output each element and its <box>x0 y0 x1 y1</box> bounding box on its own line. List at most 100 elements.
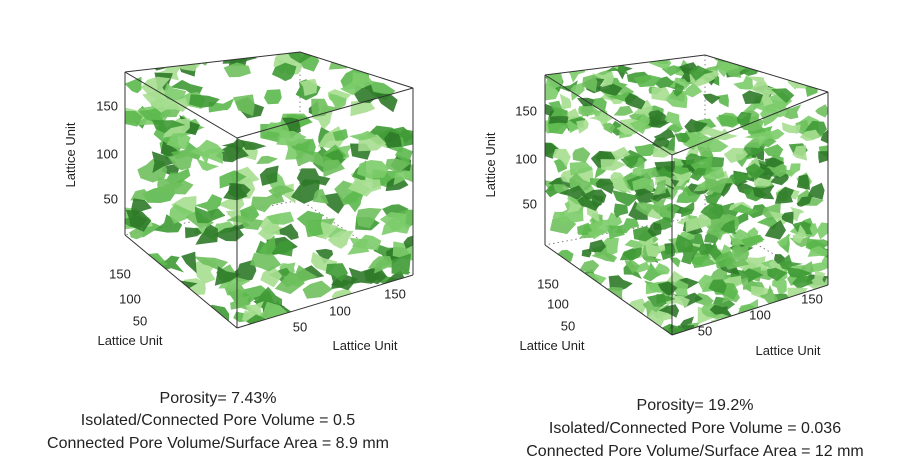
pore-blob <box>638 309 664 328</box>
pore-blob <box>226 215 264 230</box>
pore-blob <box>172 307 194 320</box>
y-tick-label: 100 <box>749 307 771 322</box>
pore-blob <box>233 94 255 116</box>
pore-blob <box>633 74 662 88</box>
pore-blob <box>552 148 571 168</box>
pore-blob <box>276 130 307 146</box>
pore-blob <box>151 151 177 173</box>
pore-blob <box>820 315 828 332</box>
pore-blob <box>753 88 774 107</box>
pore-blob <box>315 248 334 264</box>
pore-blob <box>642 262 667 282</box>
pore-blob <box>312 189 329 204</box>
pore-blob <box>612 190 640 207</box>
panel: 150 100 50 150 100 50 50 100 150 Lattice Unit Latt… <box>483 54 864 460</box>
pore-blob <box>169 203 194 224</box>
pore-blob <box>396 318 413 328</box>
pore-blob <box>688 65 714 81</box>
pore-blob <box>759 284 779 306</box>
pore-blob <box>569 161 594 176</box>
pore-blob <box>364 265 388 285</box>
pore-blob <box>744 131 773 147</box>
cube-edge <box>124 71 238 139</box>
pore-blob <box>684 82 703 98</box>
pore-blob <box>767 267 788 282</box>
pore-blob <box>803 55 827 71</box>
pore-blob <box>194 206 226 224</box>
pore-blob <box>381 215 411 236</box>
pore-blob <box>706 225 728 241</box>
pore-blob <box>321 52 348 59</box>
pore-blob <box>676 185 701 204</box>
pore-blob <box>808 55 827 68</box>
pore-blob <box>743 137 761 149</box>
z-tick-label: 150 <box>515 103 537 118</box>
pore-blob <box>163 83 187 102</box>
pore-blob <box>723 147 749 164</box>
pore-blob <box>633 99 653 116</box>
pore-blob <box>223 62 251 78</box>
pore-blob <box>311 98 342 117</box>
pore-blob <box>789 163 801 178</box>
pore-blob <box>760 107 779 127</box>
pore-blob <box>165 307 198 327</box>
pore-blob <box>558 185 586 200</box>
pore-blob <box>690 155 713 174</box>
pore-blob <box>569 172 593 191</box>
pore-blob <box>645 242 666 258</box>
pore-blob <box>681 245 701 265</box>
pore-blob <box>332 128 349 141</box>
pore-blob <box>545 263 555 275</box>
cube-edge <box>544 74 673 156</box>
pore-blob <box>796 174 810 190</box>
pore-blob <box>789 206 805 222</box>
pore-blob <box>684 118 708 134</box>
pore-blob <box>562 59 577 72</box>
pore-blob <box>600 159 627 171</box>
pore-blob <box>545 142 559 159</box>
pore-blob <box>586 206 601 224</box>
cube-edge <box>671 284 829 336</box>
pore-blob <box>559 204 584 223</box>
pore-blob <box>140 52 169 65</box>
pore-blob <box>556 267 579 277</box>
pore-blob <box>784 104 802 120</box>
pore-blob <box>362 310 383 324</box>
pore-blob <box>731 245 750 261</box>
pore-blob <box>130 189 150 201</box>
pore-blob <box>762 144 784 157</box>
pore-blob <box>351 234 382 251</box>
pore-blob <box>259 235 276 254</box>
pore-blob <box>572 147 591 163</box>
pore-blob <box>606 308 630 322</box>
pore-blob <box>256 155 279 164</box>
pore-blob <box>717 94 729 108</box>
pore-blob <box>629 113 650 135</box>
pore-blob <box>787 55 805 66</box>
pore-blob <box>747 76 765 87</box>
cube-edge <box>544 244 673 336</box>
pore-blob <box>710 317 733 334</box>
pore-blob <box>820 126 828 146</box>
pore-blob <box>745 256 769 271</box>
x-tick-label: 50 <box>133 313 147 328</box>
pore-blob <box>805 78 819 97</box>
pore-blob <box>356 160 390 179</box>
z-tick-label: 100 <box>515 151 537 166</box>
pore-blob <box>208 98 235 113</box>
pore-blob <box>395 147 413 165</box>
pore-blob <box>576 120 589 134</box>
pore-blob <box>572 289 597 299</box>
pore-blob <box>240 140 267 150</box>
pore-blob <box>792 275 814 290</box>
pore-blob <box>152 52 181 64</box>
pore-blob <box>271 62 297 82</box>
pore-blob <box>763 57 790 71</box>
pore-blob <box>807 71 824 88</box>
pore-blob <box>743 268 764 283</box>
pore-blob <box>264 89 282 105</box>
pore-blob <box>159 301 190 320</box>
pore-blob <box>725 326 745 335</box>
panel: 150 100 50 150 100 50 50 100 150 Lattice Unit Latt… <box>47 51 414 452</box>
